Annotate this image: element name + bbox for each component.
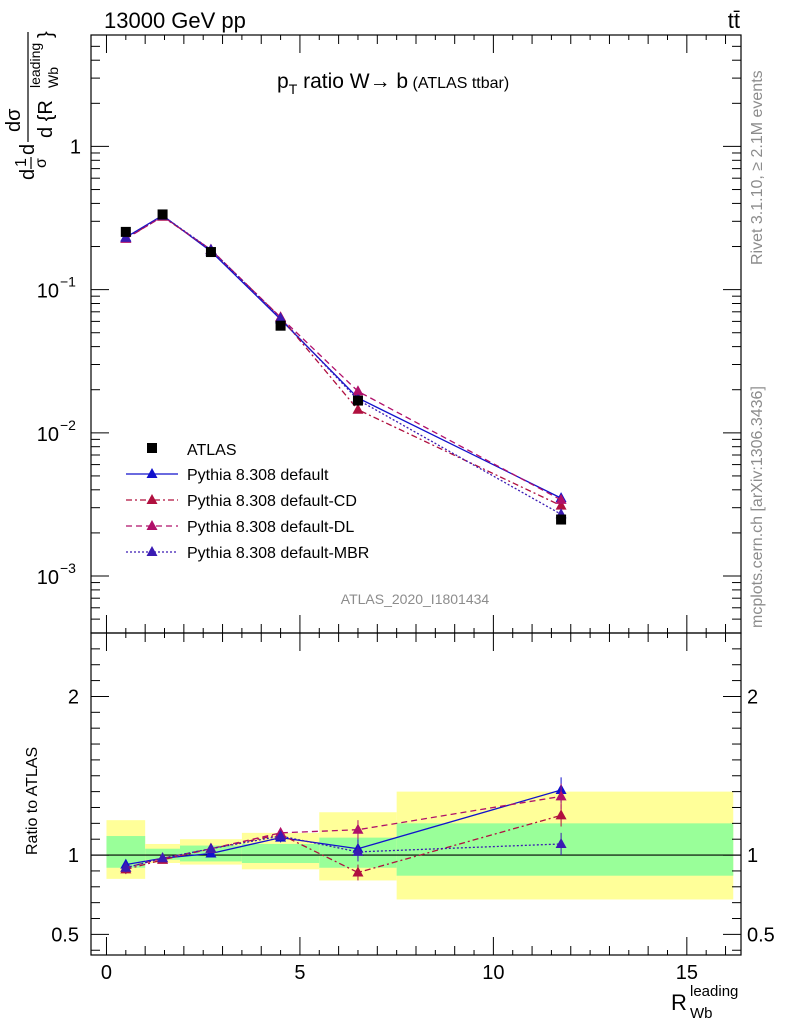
atlas-data-point [157, 209, 168, 220]
header-process: tt̄ [728, 8, 740, 33]
ylabel-sigma: σ [33, 158, 50, 168]
legend: ATLAS Pythia 8.308 default Pythia 8.308 de… [126, 442, 369, 562]
ratio-band-green [396, 823, 734, 876]
main-y-tick-label-exp: −1 [60, 274, 76, 290]
ratio-series-marker [555, 790, 567, 801]
main-series-line [125, 214, 562, 499]
ratio-y-tick-label-right: 0.5 [747, 924, 775, 946]
ratio-series-lines [120, 777, 567, 881]
ratio-y-tick-label-right: 2 [747, 686, 758, 708]
legend-series-label: Pythia 8.308 default-MBR [187, 545, 369, 562]
main-series-marker [352, 403, 364, 414]
legend-series-marker [146, 520, 158, 530]
analysis-id: ATLAS_2020_I1801434 [341, 591, 490, 607]
ratio-uncertainty-bands [91, 791, 741, 900]
ratio-series-line [125, 795, 562, 869]
atlas-data-point [205, 247, 216, 258]
rivet-version-label: Rivet 3.1.10, ≥ 2.1M events [749, 70, 766, 265]
ylabel-dsigma: dσ [3, 108, 25, 132]
xlabel-sup: leading [690, 983, 738, 1000]
ratio-x-tick-label: 0 [101, 962, 112, 984]
title-arrow: → [370, 70, 391, 93]
ylabel-sup: leading [27, 43, 43, 88]
main-y-tick-label: 1 [70, 136, 81, 158]
ratio-y-tick-label: 2 [68, 686, 79, 708]
main-series-line [125, 215, 562, 507]
legend-atlas-label: ATLAS [187, 442, 237, 459]
xlabel-sub: Wb [690, 1005, 713, 1022]
ratio-series-line [125, 814, 562, 874]
atlas-data-points [120, 209, 567, 525]
atlas-data-point [556, 514, 567, 525]
atlas-data-point [275, 320, 286, 331]
ratio-series-marker [555, 837, 567, 848]
ratio-x-tick-label: 15 [676, 962, 698, 984]
main-ylabel: d 1 σ d dσ d {R leading Wb } [3, 31, 61, 180]
ratio-series-marker [352, 866, 364, 877]
ratio-series-marker [352, 823, 364, 834]
main-axis-ticks: 10 −310 −210 −11 [37, 34, 741, 634]
legend-series-label: Pythia 8.308 default-DL [187, 519, 354, 536]
ratio-ylabel: Ratio to ATLAS [24, 747, 41, 855]
main-y-tick-label-exp: −2 [60, 417, 76, 433]
main-panel: 10 −310 −210 −11 [37, 34, 742, 634]
ratio-series-marker [352, 845, 364, 856]
ratio-y-tick-label: 1 [68, 845, 79, 867]
title-rest: ratio W [297, 70, 370, 93]
mcplots-reference-label: mcplots.cern.ch [arXiv:1306.3436] [749, 386, 766, 628]
ratio-y-tick-label-right: 1 [747, 845, 758, 867]
atlas-data-point [120, 226, 131, 237]
ratio-panel: 0.5 0.5 1 1 2 2 0 5 10 15 [51, 632, 775, 984]
main-frame [90, 34, 742, 634]
title-small: (ATLAS ttbar) [408, 75, 509, 92]
plot-title: pT ratio W→ b (ATLAS ttbar) [277, 70, 509, 97]
ratio-series-marker [555, 809, 567, 820]
main-series-marker [275, 312, 287, 323]
xlabel: R [671, 990, 687, 1015]
main-series-marker [555, 499, 567, 510]
ylabel-d-left: d [17, 169, 39, 180]
ratio-x-tick-label: 10 [482, 962, 504, 984]
ratio-series-marker [120, 861, 132, 872]
legend-series-label: Pythia 8.308 default-CD [187, 493, 357, 510]
ratio-axis-ticks: 0.5 0.5 1 1 2 2 0 5 10 15 [51, 633, 775, 984]
legend-series-marker [146, 468, 158, 478]
xlabel-R: R [671, 990, 687, 1015]
main-series-marker [555, 493, 567, 504]
ratio-x-tick-label: 5 [294, 962, 305, 984]
legend-series-label: Pythia 8.308 default [187, 467, 329, 484]
title-p-sub: T [289, 81, 298, 97]
main-y-tick-label-exp: −3 [60, 560, 76, 576]
ratio-band-green [241, 843, 320, 863]
main-y-tick-label-base: 10 [37, 281, 59, 303]
legend-series-marker [146, 546, 158, 556]
ylabel-sub: Wb [45, 67, 61, 88]
ratio-series-marker [205, 842, 217, 853]
ylabel-close: } [35, 31, 57, 38]
legend-atlas-marker [147, 443, 157, 453]
ratio-y-tick-label: 0.5 [51, 924, 79, 946]
ratio-series-marker [157, 852, 169, 863]
main-y-tick-label-base: 10 [37, 567, 59, 589]
ratio-series-marker [275, 830, 287, 841]
main-series-line [125, 215, 562, 501]
main-y-tick-label-base: 10 [37, 424, 59, 446]
title-b: b [391, 70, 409, 93]
header-energy: 13000 GeV pp [104, 8, 246, 33]
title-p: p [277, 70, 289, 93]
ylabel-denominator: d {R [35, 100, 57, 138]
ylabel-one: 1 [13, 158, 30, 167]
atlas-data-point [352, 395, 363, 406]
ylabel-d-mid: d [17, 144, 39, 155]
legend-series-marker [146, 494, 158, 504]
main-series-marker [352, 385, 364, 396]
ratio-frame [90, 632, 742, 956]
